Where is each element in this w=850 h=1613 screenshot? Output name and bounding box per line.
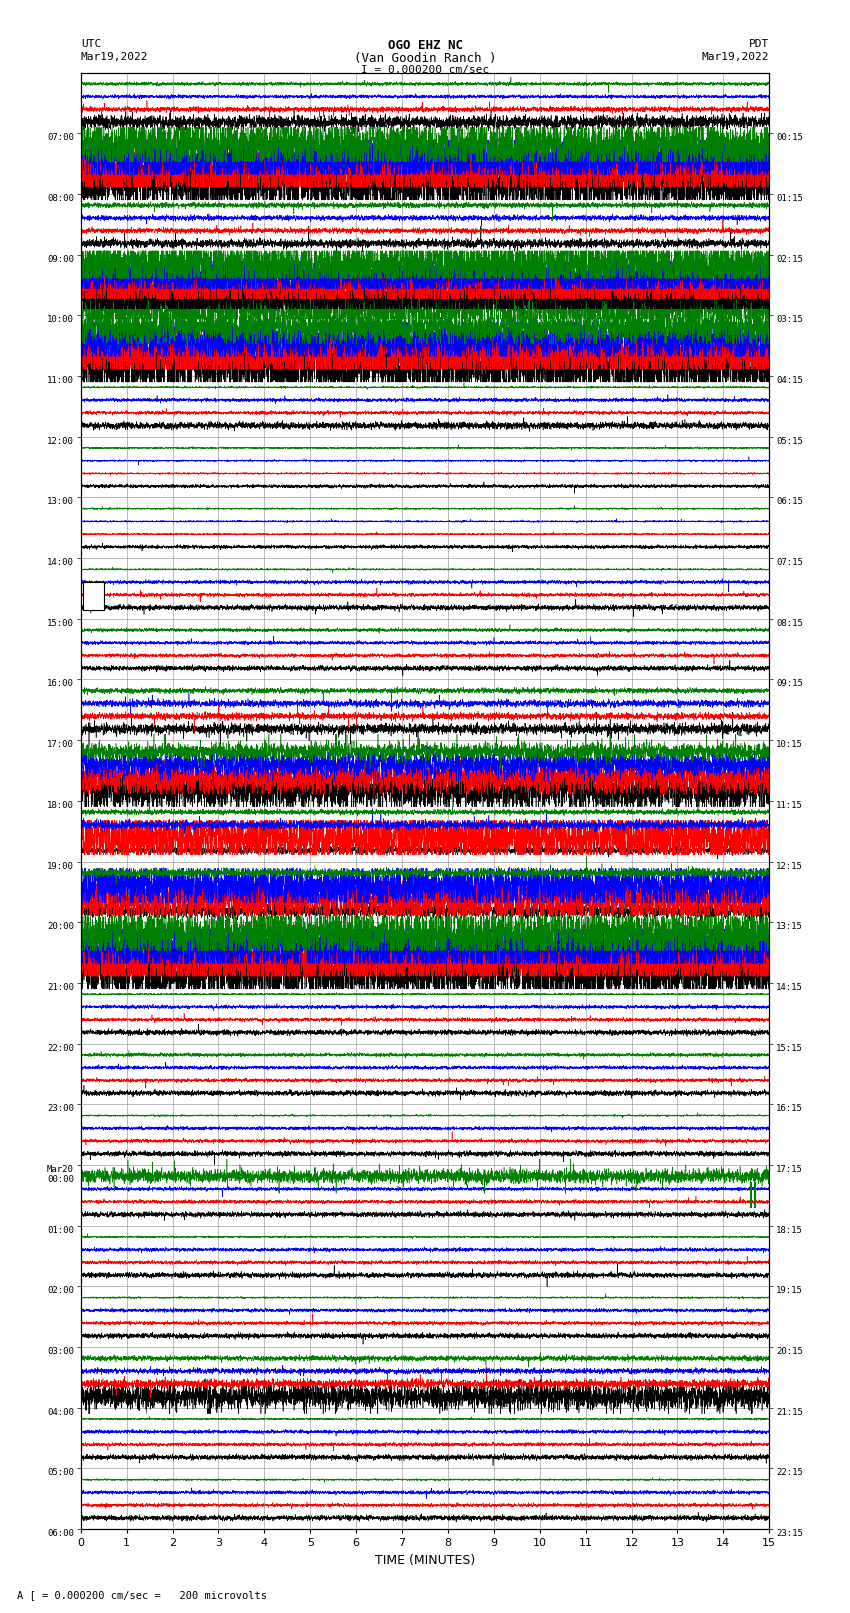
Text: Mar19,2022: Mar19,2022 [702,52,769,61]
Bar [83,582,104,610]
Text: I = 0.000200 cm/sec: I = 0.000200 cm/sec [361,65,489,74]
Text: PDT: PDT [749,39,769,48]
Text: A [ = 0.000200 cm/sec =   200 microvolts: A [ = 0.000200 cm/sec = 200 microvolts [17,1590,267,1600]
Text: UTC: UTC [81,39,101,48]
Text: (Van Goodin Ranch ): (Van Goodin Ranch ) [354,52,496,65]
Text: OGO EHZ NC: OGO EHZ NC [388,39,462,52]
X-axis label: TIME (MINUTES): TIME (MINUTES) [375,1553,475,1566]
Text: Mar19,2022: Mar19,2022 [81,52,148,61]
